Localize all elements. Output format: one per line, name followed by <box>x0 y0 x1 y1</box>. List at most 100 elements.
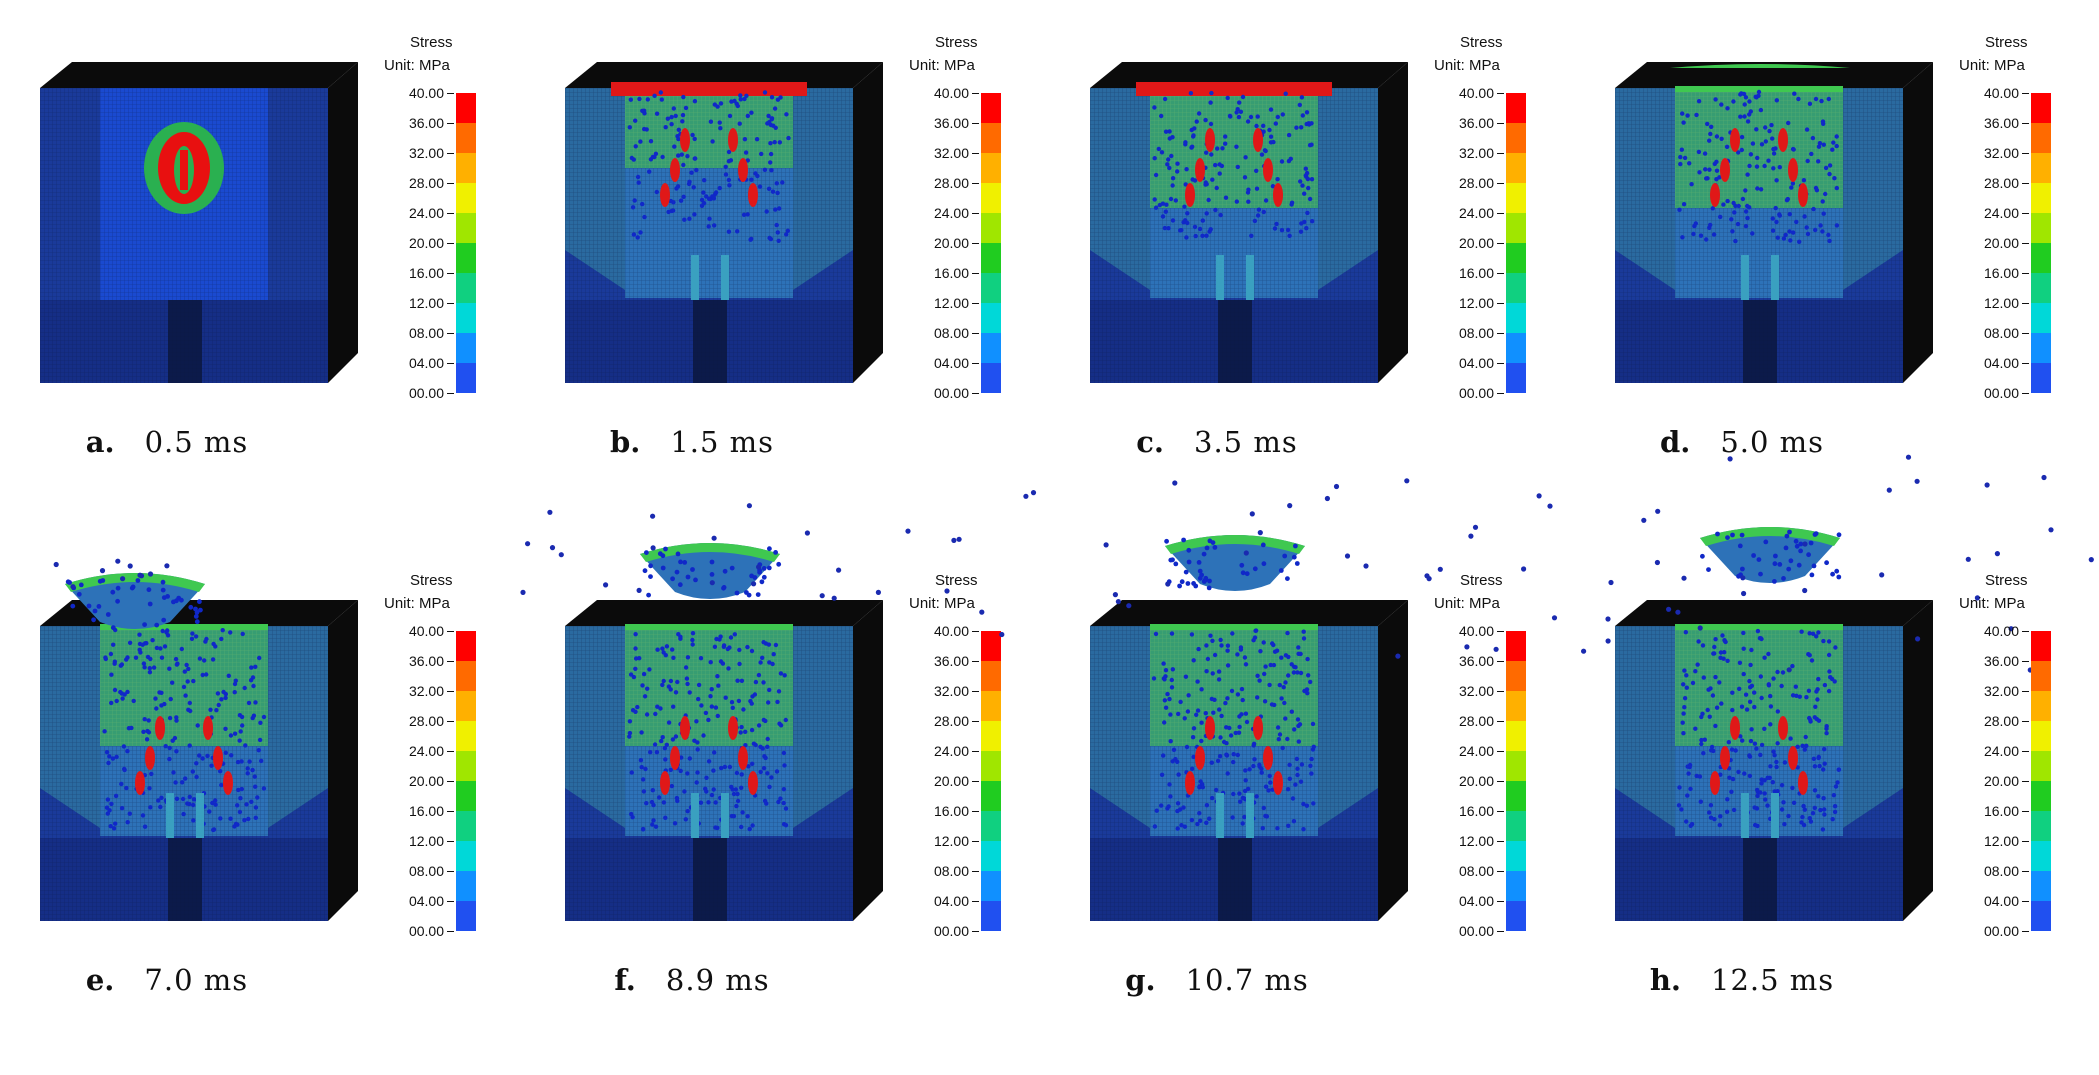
debris-particle <box>1030 490 1037 496</box>
legend-tick-label: 28.00 <box>899 175 979 191</box>
legend-colorbar <box>981 631 1001 931</box>
colorbar-segment <box>981 363 1001 393</box>
colorbar-segment <box>456 631 476 661</box>
debris-particle <box>1994 551 2000 557</box>
debris-particle <box>2041 474 2047 481</box>
colorbar-segment <box>981 721 1001 751</box>
legend-tick-label: 16.00 <box>899 265 979 281</box>
legend-tick-label: 08.00 <box>374 325 454 341</box>
legend-tick-label: 28.00 <box>1424 175 1504 191</box>
legend-unit: Unit: MPa <box>909 57 975 74</box>
legend-tick-label: 12.00 <box>374 295 454 311</box>
legend-tick-label: 16.00 <box>1424 265 1504 281</box>
debris-particle <box>1965 556 1971 562</box>
debris-particle <box>1655 508 1661 514</box>
legend-colorbar <box>981 93 1001 393</box>
debris-particle <box>979 609 985 615</box>
debris-particle <box>951 537 957 543</box>
colorbar-segment <box>981 123 1001 153</box>
legend-unit: Unit: MPa <box>384 57 450 74</box>
legend-tick-label: 12.00 <box>899 295 979 311</box>
colorbar-segment <box>2031 691 2051 721</box>
debris-particle <box>547 509 553 515</box>
legend-tick-label: 32.00 <box>899 683 979 699</box>
legend-tick-label: 24.00 <box>374 205 454 221</box>
debris-particle <box>549 545 556 551</box>
debris-particle <box>1666 606 1672 612</box>
colorbar-segment <box>981 213 1001 243</box>
legend-colorbar <box>456 631 476 931</box>
legend-tick-label: 36.00 <box>374 653 454 669</box>
debris-particle <box>836 567 842 573</box>
panel-label: d. <box>1659 425 1691 459</box>
colorbar-segment <box>2031 93 2051 123</box>
colorbar-segment <box>2031 273 2051 303</box>
debris-particle <box>999 631 1005 638</box>
debris-particle <box>1363 563 1369 569</box>
colorbar-segment <box>1506 153 1526 183</box>
colorbar-segment <box>981 183 1001 213</box>
legend-tick-label: 08.00 <box>1424 325 1504 341</box>
legend-tick-label: 08.00 <box>1424 863 1504 879</box>
debris-particle <box>709 580 715 586</box>
legend-tick-label: 08.00 <box>1949 325 2029 341</box>
colorbar-segment <box>2031 901 2051 931</box>
panel-label: h. <box>1649 963 1681 997</box>
legend-tick-label: 16.00 <box>1949 803 2029 819</box>
colorbar-segment <box>1506 901 1526 931</box>
debris-particle <box>1740 575 1746 581</box>
debris-particle <box>905 528 911 534</box>
legend-tick-label: 40.00 <box>1949 623 2029 639</box>
colorbar-segment <box>1506 333 1526 363</box>
colorbar-segment <box>981 631 1001 661</box>
colorbar-segment <box>981 93 1001 123</box>
legend-tick-label: 40.00 <box>374 85 454 101</box>
debris-particle <box>1915 636 1921 642</box>
panel-caption: h. 12.5 ms <box>1480 963 2004 997</box>
debris-particle <box>751 581 757 587</box>
debris-particle <box>746 503 752 509</box>
legend-tick-label: 32.00 <box>374 145 454 161</box>
legend-tick-label: 20.00 <box>374 773 454 789</box>
legend-tick-label: 28.00 <box>1424 713 1504 729</box>
colorbar-segment <box>981 243 1001 273</box>
debris-particle <box>1879 572 1885 578</box>
colorbar-segment <box>456 871 476 901</box>
colorbar-segment <box>981 273 1001 303</box>
colorbar-segment <box>2031 721 2051 751</box>
legend-tick-label: 08.00 <box>374 863 454 879</box>
legend-tick-label: 00.00 <box>1424 923 1504 939</box>
stress-simulation-model <box>40 62 358 383</box>
legend-tick-label: 12.00 <box>1949 833 2029 849</box>
panel-time: 5.0 ms <box>1720 425 1825 459</box>
stress-simulation-model <box>520 503 911 921</box>
colorbar-segment <box>456 841 476 871</box>
colorbar-segment <box>456 333 476 363</box>
colorbar-segment <box>1506 751 1526 781</box>
legend-tick-label: 16.00 <box>899 803 979 819</box>
debris-particle <box>1472 524 1479 530</box>
legend-tick-label: 20.00 <box>1949 773 2029 789</box>
legend-tick-label: 16.00 <box>1424 803 1504 819</box>
debris-particle <box>1333 483 1340 490</box>
colorbar-segment <box>1506 841 1526 871</box>
panel-time: 1.5 ms <box>670 425 775 459</box>
debris-particle <box>70 584 76 590</box>
legend-title: Stress <box>935 34 978 51</box>
debris-particle <box>1344 553 1351 559</box>
legend-tick-label: 20.00 <box>899 773 979 789</box>
debris-particle <box>875 589 881 595</box>
colorbar-segment <box>456 751 476 781</box>
colorbar-segment <box>456 213 476 243</box>
figure-panel: Stress Unit: MPa 40.00 36.00 32.00 28.00 24.00… <box>0 0 524 537</box>
debris-particle <box>1112 592 1118 598</box>
colorbar-segment <box>1506 243 1526 273</box>
legend-tick-label: 08.00 <box>899 325 979 341</box>
debris-particle <box>1605 638 1611 644</box>
panel-label: g. <box>1125 963 1156 997</box>
debris-particle <box>1437 566 1443 572</box>
colorbar-segment <box>2031 213 2051 243</box>
figure-panel: Stress Unit: MPa 40.00 36.00 32.00 28.00 24.00… <box>1050 0 1574 537</box>
colorbar-segment <box>1506 631 1526 661</box>
debris-particle <box>558 552 564 558</box>
